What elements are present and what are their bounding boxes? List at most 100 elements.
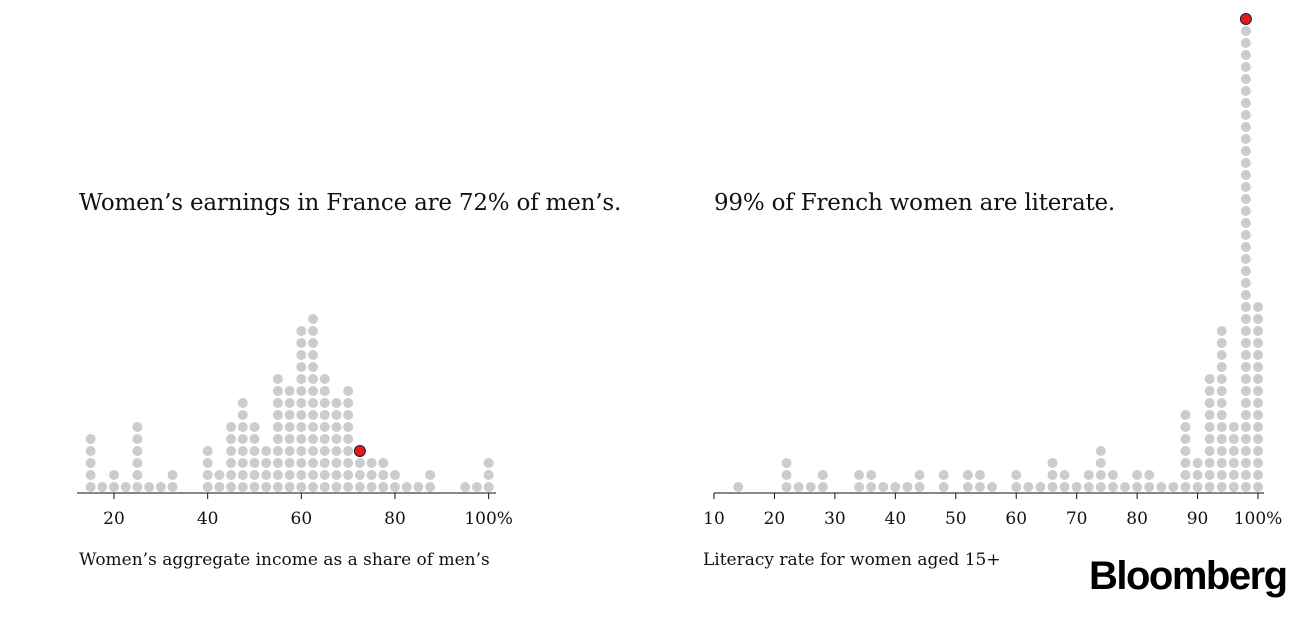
literacy-data-dot <box>1216 410 1227 420</box>
literacy-data-dot <box>1240 146 1251 156</box>
income-data-dot <box>331 398 342 408</box>
income-data-dot <box>261 458 272 468</box>
income-data-dot <box>378 482 389 492</box>
literacy-data-dot <box>1240 338 1251 348</box>
income-x-tick-label: 80 <box>384 509 406 529</box>
literacy-data-dot <box>1253 410 1263 420</box>
literacy-data-dot <box>793 482 804 492</box>
income-axis-label: Women’s aggregate income as a share of m… <box>79 550 490 570</box>
income-data-dot <box>331 446 342 456</box>
income-data-dot <box>202 470 213 480</box>
literacy-data-dot <box>1216 398 1227 408</box>
literacy-data-dot <box>1228 458 1239 468</box>
income-data-dot <box>343 410 354 420</box>
income-data-dot <box>272 470 283 480</box>
income-data-dot <box>237 470 248 480</box>
literacy-data-dot <box>1180 434 1191 444</box>
literacy-data-dot <box>962 482 973 492</box>
literacy-data-dot <box>938 470 949 480</box>
income-data-dot <box>296 398 307 408</box>
literacy-data-dot <box>1253 434 1263 444</box>
literacy-data-dot <box>1253 470 1263 480</box>
literacy-data-dot <box>854 482 865 492</box>
literacy-data-dot <box>1047 470 1058 480</box>
income-data-dot <box>272 446 283 456</box>
literacy-data-dot <box>1240 170 1251 180</box>
literacy-x-tick-label: 40 <box>885 509 907 529</box>
literacy-data-dot <box>1192 458 1203 468</box>
income-data-dot <box>226 482 237 492</box>
literacy-data-dot <box>1192 470 1203 480</box>
income-data-dot <box>331 470 342 480</box>
income-data-dot <box>237 482 248 492</box>
literacy-data-dot <box>1240 458 1251 468</box>
income-data-dot <box>319 374 330 384</box>
income-data-dot <box>85 482 96 492</box>
literacy-data-dot <box>1253 458 1263 468</box>
income-data-dot <box>202 458 213 468</box>
literacy-data-dot <box>1180 458 1191 468</box>
literacy-data-dot <box>1240 74 1251 84</box>
income-data-dot <box>167 482 178 492</box>
income-data-dot <box>319 458 330 468</box>
income-data-dot <box>483 458 494 468</box>
income-data-dot <box>308 326 319 336</box>
income-data-dot <box>144 482 155 492</box>
literacy-data-dot <box>1192 482 1203 492</box>
bloomberg-logo: Bloomberg <box>1089 554 1288 598</box>
income-data-dot <box>308 374 319 384</box>
income-data-dot <box>214 482 225 492</box>
income-data-dot <box>249 434 260 444</box>
literacy-data-dot <box>1240 446 1251 456</box>
income-chart-title: Women’s earnings in France are 72% of me… <box>79 190 622 216</box>
income-data-dot <box>132 458 143 468</box>
income-data-dot <box>331 458 342 468</box>
income-data-dot <box>483 482 494 492</box>
income-data-dot <box>296 482 307 492</box>
income-data-dot <box>296 434 307 444</box>
literacy-data-dot <box>866 470 877 480</box>
income-data-dot <box>202 446 213 456</box>
income-data-dot <box>272 482 283 492</box>
literacy-data-dot <box>1107 482 1118 492</box>
literacy-highlight-dot-france <box>1239 13 1252 25</box>
literacy-data-dot <box>1156 482 1167 492</box>
income-data-dot <box>308 386 319 396</box>
income-data-dot <box>85 434 96 444</box>
income-data-dot <box>343 446 354 456</box>
income-data-dot <box>390 470 400 480</box>
literacy-data-dot <box>1240 254 1251 264</box>
income-data-dot <box>272 374 283 384</box>
literacy-x-tick-label: 10 <box>703 509 725 529</box>
literacy-data-dot <box>854 470 865 480</box>
income-data-dot <box>284 386 295 396</box>
income-data-dot <box>237 458 248 468</box>
income-data-dot <box>284 410 295 420</box>
income-data-dot <box>284 446 295 456</box>
income-data-dot <box>249 482 260 492</box>
income-data-dot <box>261 470 272 480</box>
literacy-axis-label: Literacy rate for women aged 15+ <box>703 550 1001 570</box>
income-data-dot <box>155 482 166 492</box>
literacy-chart: 10 20 30 40 50 60 70 80 90 100% <box>703 13 1282 529</box>
income-data-dot <box>460 482 471 492</box>
literacy-data-dot <box>1253 482 1263 492</box>
income-data-dot <box>308 398 319 408</box>
literacy-data-dot <box>1253 314 1263 324</box>
literacy-data-dot <box>1083 470 1094 480</box>
literacy-data-dot <box>1240 86 1251 96</box>
literacy-data-dot <box>962 470 973 480</box>
literacy-data-dot <box>1204 434 1215 444</box>
literacy-data-dot <box>1120 482 1131 492</box>
literacy-data-dot <box>1253 326 1263 336</box>
income-data-dot <box>366 470 377 480</box>
income-data-dot <box>296 386 307 396</box>
income-data-dot <box>425 482 436 492</box>
literacy-data-dot <box>805 482 816 492</box>
literacy-x-tick-label: 60 <box>1005 509 1027 529</box>
income-data-dot <box>272 398 283 408</box>
literacy-data-dot <box>1240 434 1251 444</box>
income-data-dot <box>296 410 307 420</box>
income-data-dot <box>319 470 330 480</box>
income-data-dot <box>308 482 319 492</box>
